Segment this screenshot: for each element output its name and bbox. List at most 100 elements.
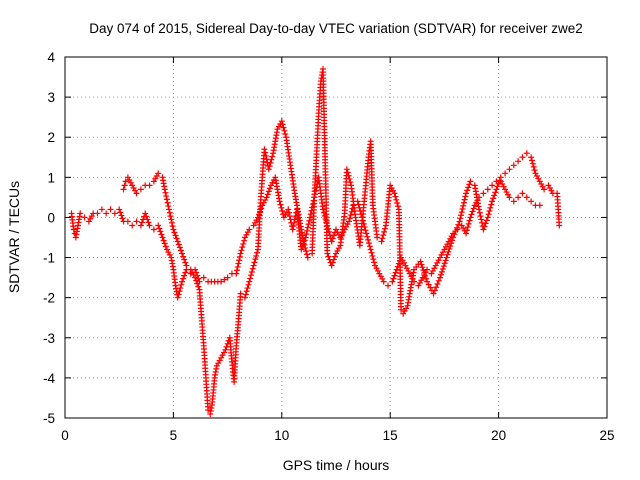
data-point	[422, 272, 429, 279]
data-point	[493, 186, 500, 193]
data-point	[237, 290, 244, 297]
data-point	[182, 259, 189, 266]
data-point	[263, 194, 270, 201]
data-point	[253, 252, 260, 259]
data-point	[117, 209, 124, 216]
data-point	[466, 181, 473, 188]
data-point	[324, 250, 331, 257]
data-point	[192, 274, 199, 281]
data-point	[536, 202, 543, 209]
data-point	[302, 234, 309, 241]
data-point	[418, 261, 425, 268]
data-point	[222, 346, 229, 353]
data-point	[281, 127, 288, 134]
data-point	[181, 272, 188, 279]
data-point	[452, 228, 459, 235]
y-tick-label: -5	[43, 411, 55, 426]
data-point	[469, 208, 476, 215]
data-point	[286, 209, 293, 216]
data-point	[243, 288, 250, 295]
data-point	[331, 253, 338, 260]
y-tick-label: 4	[47, 50, 55, 65]
data-point	[172, 232, 179, 239]
data-point	[478, 216, 485, 223]
data-point	[167, 213, 174, 220]
data-point	[276, 198, 283, 205]
x-axis-label: GPS time / hours	[283, 457, 390, 473]
data-point	[346, 215, 353, 222]
data-point	[236, 253, 243, 260]
data-point	[465, 220, 472, 227]
data-point	[261, 146, 268, 153]
data-point	[417, 258, 424, 265]
data-point	[445, 248, 452, 255]
data-point	[237, 250, 244, 257]
data-point	[137, 186, 144, 193]
data-point	[146, 182, 153, 189]
x-tick-label: 20	[491, 428, 506, 443]
data-point	[107, 206, 114, 213]
data-point	[234, 263, 241, 270]
data-point	[442, 257, 449, 264]
data-point	[262, 149, 269, 156]
data-point	[421, 270, 428, 277]
data-point	[450, 234, 457, 241]
data-point	[519, 190, 526, 197]
plot-frame	[64, 56, 608, 419]
data-point	[365, 236, 372, 243]
data-point	[142, 210, 149, 217]
y-tick-label: 1	[47, 170, 55, 185]
data-point	[278, 118, 285, 125]
data-point	[391, 190, 398, 197]
data-point	[439, 266, 446, 273]
data-point	[425, 281, 432, 288]
data-point	[464, 224, 471, 231]
data-point	[319, 206, 326, 213]
data-point	[245, 281, 252, 288]
data-point	[239, 244, 246, 251]
data-point	[481, 223, 488, 230]
data-point	[458, 209, 465, 216]
data-point	[494, 183, 501, 190]
data-point	[179, 250, 186, 257]
data-point	[491, 192, 498, 199]
data-point	[159, 234, 166, 241]
data-point	[221, 276, 228, 283]
data-point	[430, 290, 437, 297]
data-point	[446, 245, 453, 252]
data-point	[488, 201, 495, 208]
data-point	[262, 152, 269, 159]
data-point	[181, 256, 188, 263]
data-point	[306, 217, 313, 224]
data-point	[163, 193, 170, 200]
data-point	[367, 246, 374, 253]
data-point	[289, 226, 296, 233]
data-points	[68, 66, 563, 417]
data-point	[464, 187, 471, 194]
data-point	[329, 235, 336, 242]
data-point	[163, 196, 170, 203]
data-point	[266, 185, 273, 192]
data-point	[461, 196, 468, 203]
x-tick-label: 5	[170, 428, 178, 443]
y-tick-label: -4	[43, 371, 55, 386]
data-point	[279, 121, 286, 128]
data-point	[393, 196, 400, 203]
data-point	[303, 248, 310, 255]
data-point	[347, 212, 354, 219]
data-point	[233, 267, 240, 274]
data-point	[180, 253, 187, 260]
data-point	[368, 249, 375, 256]
data-point	[244, 285, 251, 292]
data-point	[462, 193, 469, 200]
data-point	[506, 166, 513, 173]
data-point	[447, 243, 454, 250]
data-point	[451, 231, 458, 238]
data-point	[160, 237, 167, 244]
data-point	[381, 225, 388, 232]
data-point	[291, 216, 298, 223]
data-point	[194, 280, 201, 287]
data-point	[290, 223, 297, 230]
data-point	[120, 186, 127, 193]
data-point	[168, 216, 175, 223]
